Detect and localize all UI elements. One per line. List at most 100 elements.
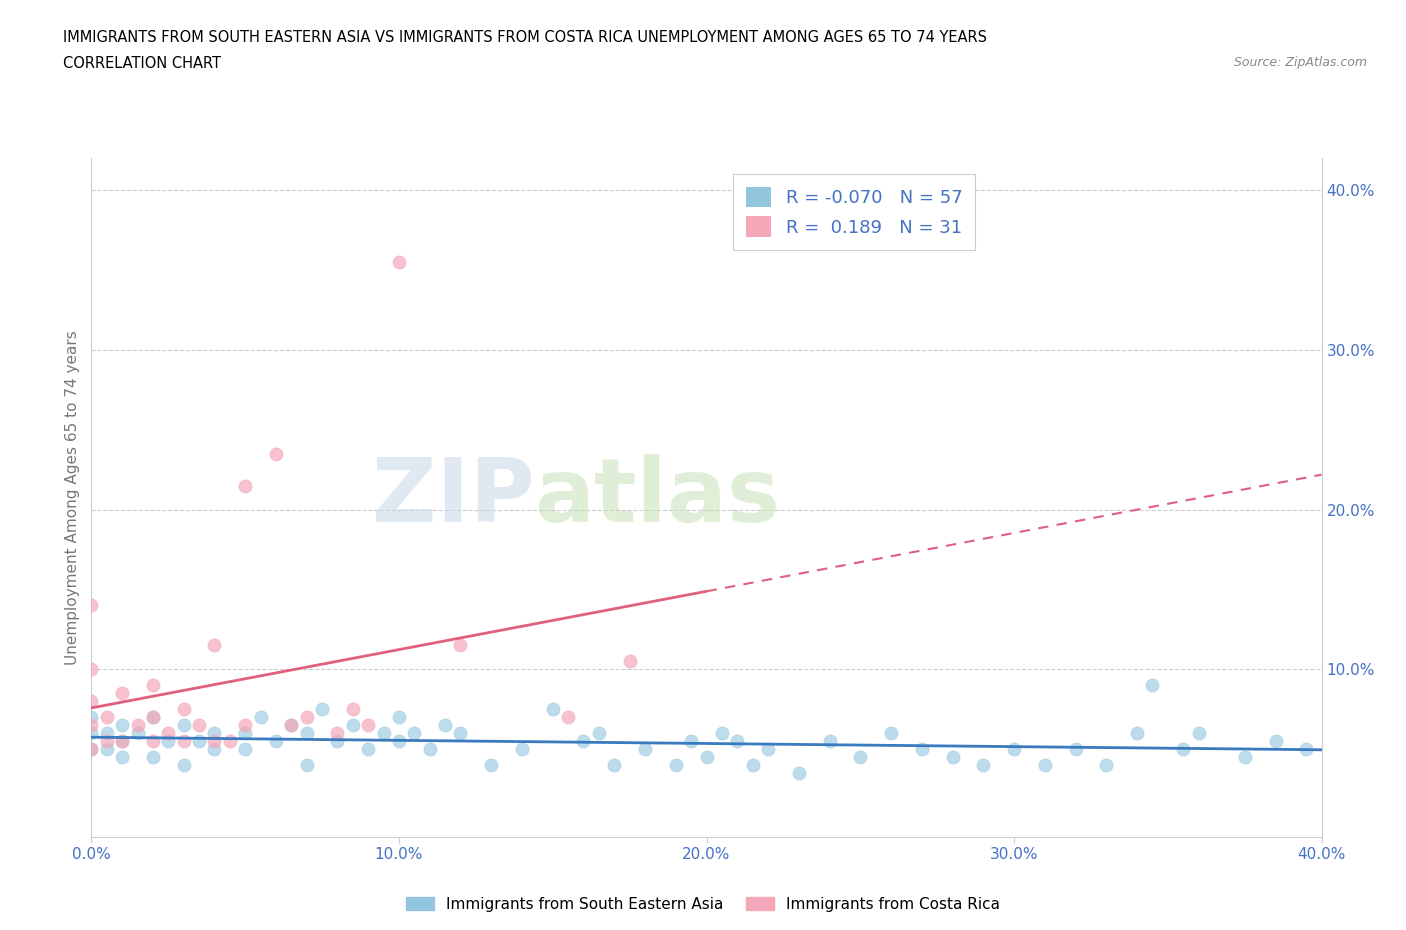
Point [741, 758, 763, 773]
Point [111, 718, 134, 733]
Point [357, 742, 380, 757]
Point [202, 734, 225, 749]
Legend: Immigrants from South Eastern Asia, Immigrants from Costa Rica: Immigrants from South Eastern Asia, Immi… [401, 890, 1005, 918]
Point [111, 734, 134, 749]
Point [1126, 725, 1149, 740]
Point [972, 758, 994, 773]
Point [142, 734, 165, 749]
Point [142, 678, 165, 693]
Point [173, 758, 195, 773]
Point [849, 750, 872, 764]
Point [157, 725, 180, 740]
Point [419, 742, 441, 757]
Point [202, 638, 225, 653]
Point [388, 734, 411, 749]
Text: IMMIGRANTS FROM SOUTH EASTERN ASIA VS IMMIGRANTS FROM COSTA RICA UNEMPLOYMENT AM: IMMIGRANTS FROM SOUTH EASTERN ASIA VS IM… [63, 30, 987, 45]
Point [233, 718, 256, 733]
Point [233, 742, 256, 757]
Point [295, 710, 318, 724]
Point [588, 725, 610, 740]
Point [696, 750, 718, 764]
Point [280, 718, 302, 733]
Point [326, 725, 349, 740]
Point [710, 725, 733, 740]
Point [818, 734, 841, 749]
Point [911, 742, 934, 757]
Point [373, 725, 395, 740]
Point [96, 710, 118, 724]
Point [264, 446, 287, 461]
Point [449, 725, 471, 740]
Point [264, 734, 287, 749]
Point [725, 734, 748, 749]
Point [127, 718, 149, 733]
Point [295, 725, 318, 740]
Point [202, 725, 225, 740]
Point [202, 742, 225, 757]
Point [342, 702, 364, 717]
Point [1264, 734, 1286, 749]
Point [80, 742, 103, 757]
Point [173, 702, 195, 717]
Point [142, 750, 165, 764]
Point [1233, 750, 1256, 764]
Point [1002, 742, 1025, 757]
Point [249, 710, 271, 724]
Point [173, 718, 195, 733]
Point [1173, 742, 1195, 757]
Legend: R = -0.070   N = 57, R =  0.189   N = 31: R = -0.070 N = 57, R = 0.189 N = 31 [734, 174, 974, 250]
Point [111, 750, 134, 764]
Point [1033, 758, 1056, 773]
Point [449, 638, 471, 653]
Point [756, 742, 779, 757]
Point [681, 734, 703, 749]
Point [326, 734, 349, 749]
Point [311, 702, 333, 717]
Point [434, 718, 457, 733]
Point [1295, 742, 1317, 757]
Point [188, 734, 211, 749]
Point [357, 718, 380, 733]
Point [80, 598, 103, 613]
Point [510, 742, 533, 757]
Point [479, 758, 502, 773]
Point [233, 725, 256, 740]
Point [111, 734, 134, 749]
Point [96, 734, 118, 749]
Point [127, 725, 149, 740]
Point [1142, 678, 1164, 693]
Point [572, 734, 595, 749]
Text: ZIP: ZIP [371, 454, 534, 541]
Point [603, 758, 626, 773]
Point [280, 718, 302, 733]
Point [96, 725, 118, 740]
Point [173, 734, 195, 749]
Point [665, 758, 688, 773]
Point [188, 718, 211, 733]
Point [142, 710, 165, 724]
Y-axis label: Unemployment Among Ages 65 to 74 years: Unemployment Among Ages 65 to 74 years [65, 330, 80, 665]
Point [80, 710, 103, 724]
Point [880, 725, 903, 740]
Point [541, 702, 564, 717]
Point [787, 765, 810, 780]
Point [142, 710, 165, 724]
Point [80, 725, 103, 740]
Point [388, 255, 411, 270]
Point [80, 718, 103, 733]
Point [80, 742, 103, 757]
Point [942, 750, 965, 764]
Point [111, 685, 134, 700]
Text: atlas: atlas [534, 454, 780, 541]
Point [388, 710, 411, 724]
Point [1095, 758, 1118, 773]
Text: CORRELATION CHART: CORRELATION CHART [63, 56, 221, 71]
Point [342, 718, 364, 733]
Point [157, 734, 180, 749]
Point [619, 654, 641, 669]
Point [233, 478, 256, 493]
Point [96, 742, 118, 757]
Point [80, 662, 103, 677]
Point [80, 694, 103, 709]
Point [634, 742, 657, 757]
